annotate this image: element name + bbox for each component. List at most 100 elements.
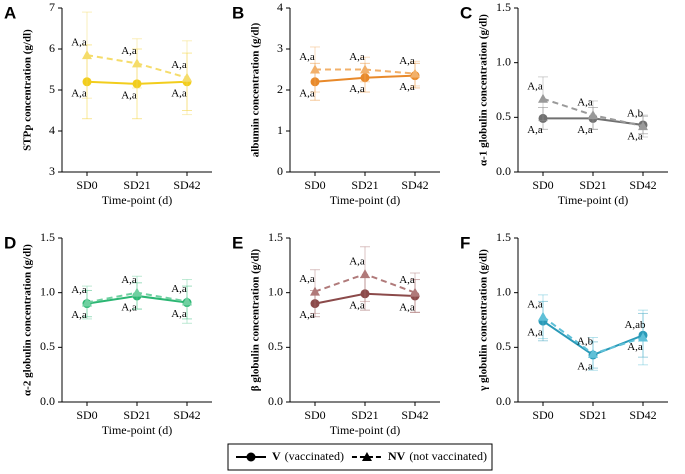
marker xyxy=(132,79,142,89)
y-axis-label: β globulin concentration (g/dl) xyxy=(250,248,262,391)
y-tick-label: 0.0 xyxy=(40,394,55,408)
y-axis-label: albumin concentration (g/dl) xyxy=(250,22,262,157)
y-tick-label: 1.0 xyxy=(496,54,511,68)
x-tick-label: SD42 xyxy=(401,408,428,422)
point-label: A,a xyxy=(71,309,87,321)
marker xyxy=(538,93,548,103)
x-tick-label: SD0 xyxy=(532,178,553,192)
y-tick-label: 0.0 xyxy=(268,394,283,408)
panel-letter: C xyxy=(460,3,472,22)
y-tick-label: 1.5 xyxy=(496,230,511,244)
point-label: A,a xyxy=(171,283,187,295)
x-tick-label: SD21 xyxy=(123,178,150,192)
point-label: A,b xyxy=(577,335,594,347)
marker xyxy=(360,289,370,299)
point-label: A,a xyxy=(399,55,415,67)
x-tick-label: SD0 xyxy=(304,178,325,192)
y-tick-label: 3 xyxy=(277,41,283,55)
x-axis-label: Time-point (d) xyxy=(330,423,401,437)
marker xyxy=(132,287,142,297)
marker xyxy=(638,332,648,342)
point-label: A,a xyxy=(299,51,315,63)
legend-description: (not vaccinated) xyxy=(409,449,487,463)
marker xyxy=(246,452,256,462)
x-tick-label: SD0 xyxy=(304,408,325,422)
x-tick-label: SD21 xyxy=(123,408,150,422)
marker xyxy=(410,68,420,78)
point-label: A,a xyxy=(349,51,365,63)
marker xyxy=(182,296,192,306)
point-label: A,a xyxy=(349,256,365,268)
point-label: A,a xyxy=(527,124,543,136)
marker xyxy=(538,311,548,321)
point-label: A,a xyxy=(299,309,315,321)
point-label: A,a xyxy=(171,59,187,71)
point-label: A,a xyxy=(399,81,415,93)
panel-letter: F xyxy=(460,233,470,252)
x-tick-label: SD42 xyxy=(629,408,656,422)
point-label: A,a xyxy=(399,274,415,286)
point-label: A,a xyxy=(527,327,543,339)
marker xyxy=(361,452,372,461)
marker xyxy=(310,286,320,296)
point-label: A,a xyxy=(71,87,87,99)
point-label: A,a xyxy=(577,124,593,136)
x-axis-label: Time-point (d) xyxy=(102,193,173,207)
y-axis-label: STPp concentration (g/dl) xyxy=(22,29,34,151)
marker xyxy=(310,64,320,74)
y-tick-label: 1.5 xyxy=(496,0,511,14)
y-tick-label: 1.0 xyxy=(268,284,283,298)
point-label: A,a xyxy=(171,308,187,320)
y-tick-label: 3 xyxy=(49,164,55,178)
point-label: A,ab xyxy=(624,319,646,331)
x-tick-label: SD21 xyxy=(579,408,606,422)
marker xyxy=(410,287,420,297)
point-label: A,a xyxy=(399,301,415,313)
x-axis-label: Time-point (d) xyxy=(330,193,401,207)
legend-description: (vaccinated) xyxy=(285,449,344,463)
y-tick-label: 1.5 xyxy=(40,230,55,244)
point-label: A,a xyxy=(527,298,543,310)
marker xyxy=(360,64,370,74)
y-axis-label: γ globulin concentration (g/dl) xyxy=(478,249,490,392)
y-tick-label: 5 xyxy=(49,82,55,96)
marker xyxy=(82,297,92,307)
panel-letter: E xyxy=(232,233,243,252)
panel-letter: D xyxy=(4,233,16,252)
marker xyxy=(82,50,92,60)
y-tick-label: 0.5 xyxy=(496,109,511,123)
point-label: A,a xyxy=(577,361,593,373)
marker xyxy=(182,72,192,82)
y-tick-label: 0.5 xyxy=(268,339,283,353)
x-tick-label: SD42 xyxy=(173,408,200,422)
x-tick-label: SD0 xyxy=(76,408,97,422)
marker xyxy=(638,121,648,131)
y-tick-label: 0 xyxy=(277,164,283,178)
legend-name: NV xyxy=(388,449,406,463)
y-tick-label: 0.0 xyxy=(496,164,511,178)
y-tick-label: 1.0 xyxy=(40,284,55,298)
point-label: A,a xyxy=(577,97,593,109)
y-tick-label: 0.0 xyxy=(496,394,511,408)
marker xyxy=(360,269,370,279)
point-label: A,a xyxy=(349,83,365,95)
marker xyxy=(538,113,548,123)
point-label: A,a xyxy=(71,37,87,49)
x-tick-label: SD21 xyxy=(351,178,378,192)
y-tick-label: 4 xyxy=(49,123,55,137)
marker xyxy=(310,299,320,309)
x-tick-label: SD0 xyxy=(532,408,553,422)
point-label: A,a xyxy=(71,284,87,296)
point-label: A,a xyxy=(121,301,137,313)
point-label: A,a xyxy=(171,87,187,99)
marker xyxy=(360,73,370,83)
x-tick-label: SD42 xyxy=(401,178,428,192)
x-tick-label: SD42 xyxy=(173,178,200,192)
legend-name: V xyxy=(272,449,281,463)
point-label: A,a xyxy=(349,299,365,311)
point-label: A,a xyxy=(299,87,315,99)
point-label: A,a xyxy=(627,341,643,353)
y-tick-label: 1 xyxy=(277,123,283,137)
marker xyxy=(588,348,598,358)
